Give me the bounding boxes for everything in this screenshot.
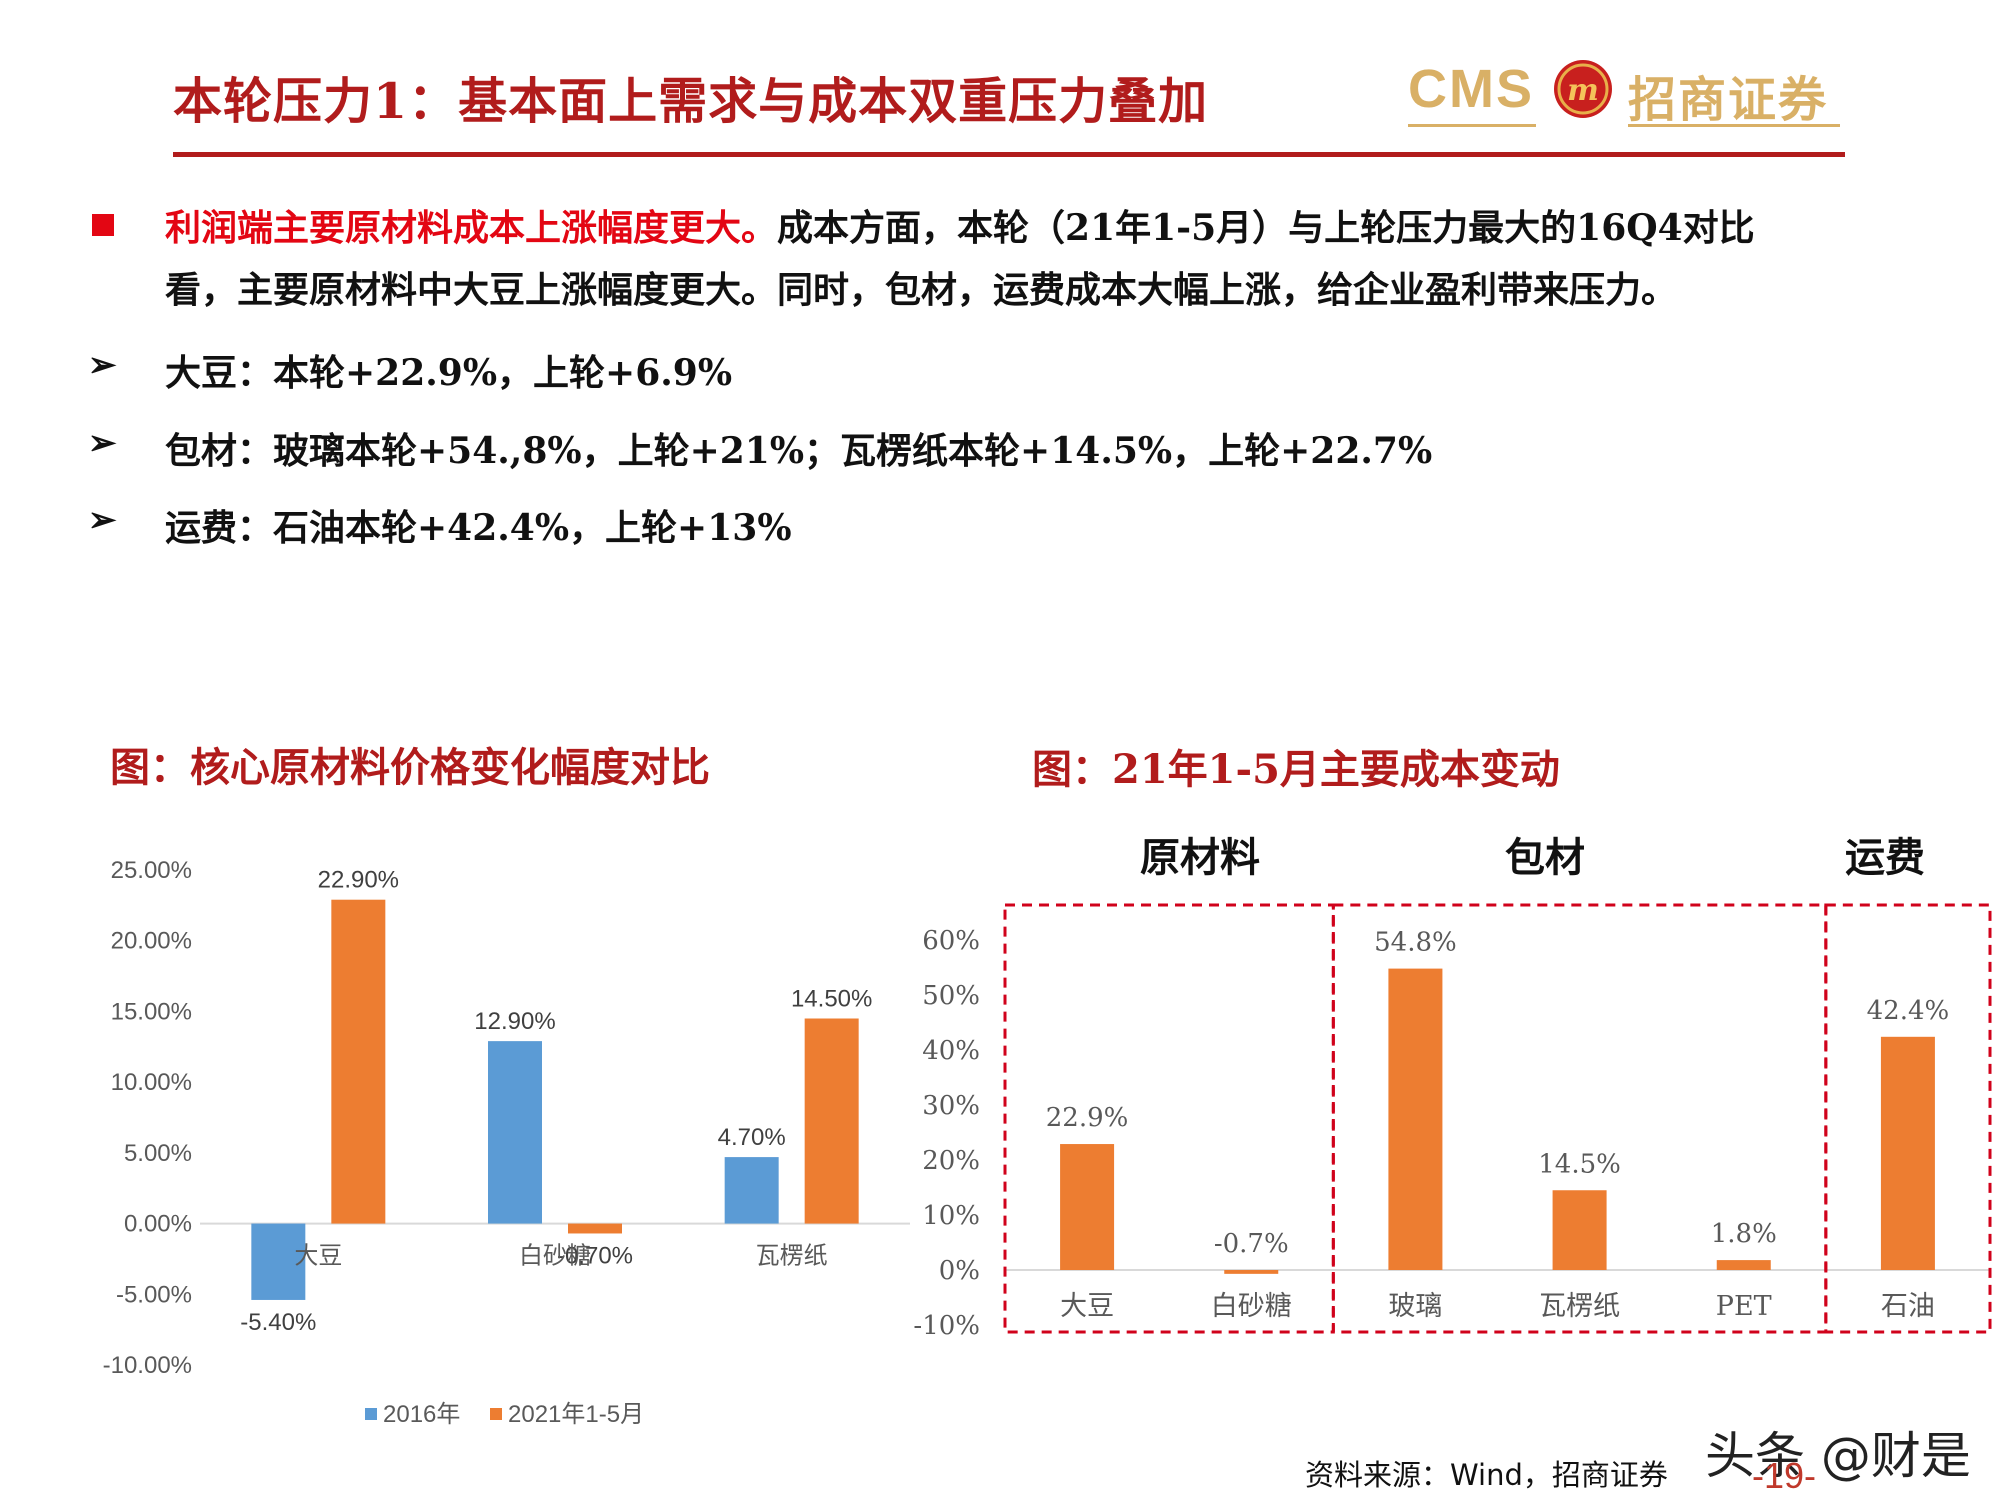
y-tick-label: -5.00% xyxy=(116,1281,192,1308)
bar-5 xyxy=(1880,1036,1935,1270)
y-tick-label: 40% xyxy=(922,1036,980,1066)
page-number: -19- xyxy=(1752,1455,1817,1496)
data-label: 22.9% xyxy=(1046,1103,1129,1133)
cms-emblem-icon: m xyxy=(1554,60,1612,118)
data-label: 14.5% xyxy=(1538,1149,1621,1179)
y-tick-label: 60% xyxy=(922,926,980,956)
y-tick-label: 0% xyxy=(939,1256,980,1286)
data-label: 14.50% xyxy=(791,986,872,1013)
y-tick-label: 15.00% xyxy=(111,998,192,1025)
paragraph-text: 成本方面，本轮（21年1-5月）与上轮压力最大的16Q4对比 xyxy=(777,207,1755,249)
y-tick-label: -10% xyxy=(913,1311,980,1341)
y-tick-label: 20.00% xyxy=(111,928,192,955)
title-divider xyxy=(173,152,1845,157)
emblem-letter: m xyxy=(1567,73,1599,108)
data-label: -0.7% xyxy=(1214,1229,1289,1259)
data-label: 42.4% xyxy=(1867,996,1950,1026)
data-label: 4.70% xyxy=(718,1124,786,1151)
y-tick-label: 5.00% xyxy=(124,1140,192,1167)
bullet-item: 运费：石油本轮+42.4%，上轮+13% xyxy=(165,507,792,549)
bar-3 xyxy=(1552,1190,1607,1270)
arrow-bullet-icon: ➢ xyxy=(88,423,117,463)
logo-cms: CMS xyxy=(1408,59,1534,119)
x-category-label: 玻璃 xyxy=(1388,1291,1442,1322)
bullet-square xyxy=(92,214,114,236)
bar-series1-1 xyxy=(488,1041,542,1224)
group-box-freight xyxy=(1824,903,1992,1334)
bar-2 xyxy=(1388,968,1443,1270)
paragraph-line-2: 看，主要原材料中大豆上涨幅度更大。同时，包材，运费成本大幅上涨，给企业盈利带来压… xyxy=(165,269,1678,311)
y-tick-label: 20% xyxy=(922,1146,980,1176)
group-box-packaging xyxy=(1331,903,1828,1334)
paragraph-line-1: 利润端主要原材料成本上涨幅度更大。成本方面，本轮（21年1-5月）与上轮压力最大… xyxy=(165,206,1755,250)
x-category-label: 大豆 xyxy=(1060,1291,1114,1322)
source-note: 资料来源：Wind，招商证券 xyxy=(1305,1458,1668,1492)
bar-series2-0 xyxy=(331,899,386,1224)
x-category-label: 瓦楞纸 xyxy=(756,1243,828,1270)
data-label: 22.90% xyxy=(318,867,399,894)
bar-series1-0 xyxy=(251,1223,306,1300)
x-category-label: 瓦楞纸 xyxy=(1539,1291,1620,1322)
logo-cn: 招商证券 xyxy=(1628,72,1829,128)
y-tick-label: 0.00% xyxy=(124,1211,192,1238)
y-tick-label: 10% xyxy=(922,1201,980,1231)
chart-cost-change-2021: 60% 50% 40% 30% 20% 10% 0% -10% 22.9% 大豆 -0.7% 白砂糖 5… xyxy=(913,903,1992,1341)
y-tick-label: -10.00% xyxy=(103,1352,192,1379)
arrow-bullet-icon: ➢ xyxy=(88,500,117,540)
data-label: 54.8% xyxy=(1374,928,1457,958)
watermark: 头条 @财是 xyxy=(1705,1427,1971,1485)
x-category-label: 白砂糖 xyxy=(1211,1291,1292,1322)
bullet-item: 包材：玻璃本轮+54.,8%，上轮+21%；瓦楞纸本轮+14.5%，上轮+22.… xyxy=(165,430,1433,472)
logo-underline xyxy=(1408,124,1536,127)
y-tick-label: 10.00% xyxy=(111,1069,192,1096)
group-label-packaging: 包材 xyxy=(1505,834,1585,881)
x-category-label: 白砂糖 xyxy=(519,1243,591,1270)
y-tick-label: 50% xyxy=(922,981,980,1011)
legend-swatch xyxy=(490,1408,502,1420)
data-label: -5.40% xyxy=(240,1309,316,1336)
y-tick-label: 25.00% xyxy=(111,857,192,884)
legend-swatch xyxy=(365,1408,377,1420)
bullet-item: 大豆：本轮+22.9%，上轮+6.9% xyxy=(165,352,733,394)
x-category-label: 大豆 xyxy=(294,1243,342,1270)
arrow-bullet-icon: ➢ xyxy=(88,345,117,385)
group-box-raw-materials xyxy=(1003,903,1335,1334)
legend-label: 2021年1-5月 xyxy=(508,1401,644,1428)
group-label-freight: 运费 xyxy=(1845,834,1925,881)
y-tick-label: 30% xyxy=(922,1091,980,1121)
bar-series2-1 xyxy=(568,1223,622,1234)
highlight-text: 利润端主要原材料成本上涨幅度更大。 xyxy=(165,207,778,249)
data-label: -0.70% xyxy=(557,1242,633,1269)
data-label: 1.8% xyxy=(1711,1219,1777,1249)
chart1-title: 图：核心原材料价格变化幅度对比 xyxy=(110,744,710,791)
bar-0 xyxy=(1060,1144,1115,1270)
page-title: 本轮压力1：基本面上需求与成本双重压力叠加 xyxy=(173,72,1209,130)
logo-underline xyxy=(1628,124,1840,127)
data-label: 12.90% xyxy=(474,1008,555,1035)
bar-series2-2 xyxy=(804,1018,859,1224)
chart2-title: 图：21年1-5月主要成本变动 xyxy=(1032,746,1560,793)
chart-price-change-comparison: 25.00% 20.00% 15.00% 10.00% 5.00% 0.00% -5.00%… xyxy=(103,857,910,1428)
group-label-raw-materials: 原材料 xyxy=(1140,834,1260,881)
x-category-label: PET xyxy=(1716,1291,1772,1322)
bar-4 xyxy=(1716,1260,1771,1270)
x-category-label: 石油 xyxy=(1881,1291,1935,1322)
legend-label: 2016年 xyxy=(383,1401,460,1428)
bar-series1-2 xyxy=(724,1157,779,1224)
bar-1 xyxy=(1224,1270,1279,1274)
